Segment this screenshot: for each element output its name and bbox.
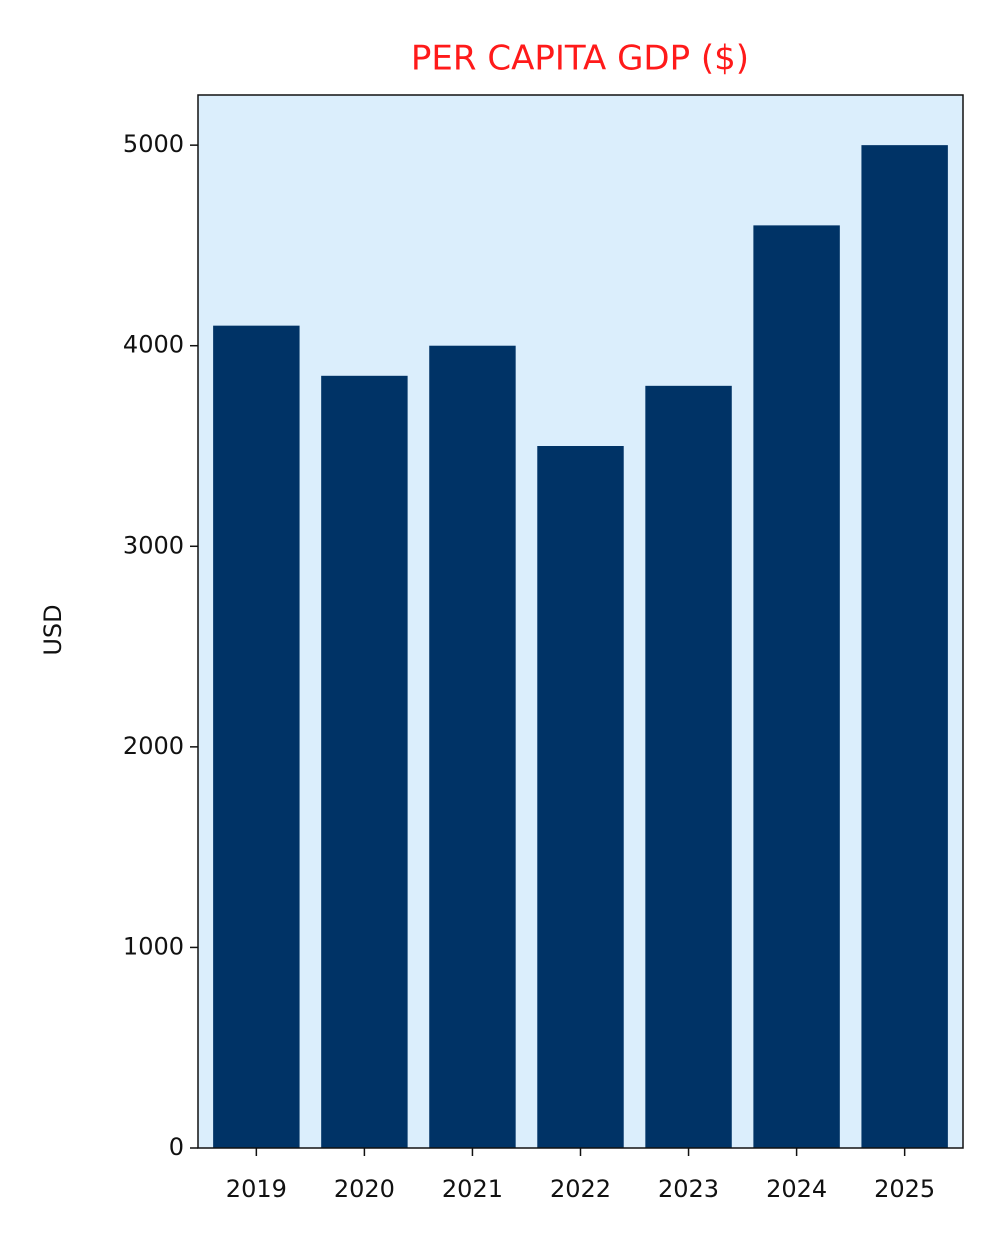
- bar: [429, 345, 516, 1148]
- bar: [645, 385, 732, 1148]
- y-tick-label: 2000: [123, 732, 184, 760]
- y-axis-label: USD: [39, 604, 67, 655]
- x-tick-label: 2020: [334, 1175, 395, 1203]
- bar: [753, 225, 840, 1148]
- plot-frame: [197, 94, 964, 1149]
- x-tick-label: 2025: [874, 1175, 935, 1203]
- y-tick-label: 3000: [123, 531, 184, 559]
- y-tick-label: 1000: [123, 932, 184, 960]
- bar: [537, 446, 624, 1148]
- bar: [861, 145, 948, 1149]
- x-tick-label: 2024: [766, 1175, 827, 1203]
- bar: [213, 325, 300, 1149]
- x-tick-label: 2019: [226, 1175, 287, 1203]
- x-tick-label: 2022: [550, 1175, 611, 1203]
- y-tick-label: 4000: [123, 331, 184, 359]
- bar: [321, 375, 408, 1148]
- y-tick-label: 5000: [123, 130, 184, 158]
- chart-title: PER CAPITA GDP ($): [411, 39, 749, 79]
- x-tick-label: 2023: [658, 1175, 719, 1203]
- x-tick-label: 2021: [442, 1175, 503, 1203]
- y-tick-label: 0: [169, 1133, 184, 1161]
